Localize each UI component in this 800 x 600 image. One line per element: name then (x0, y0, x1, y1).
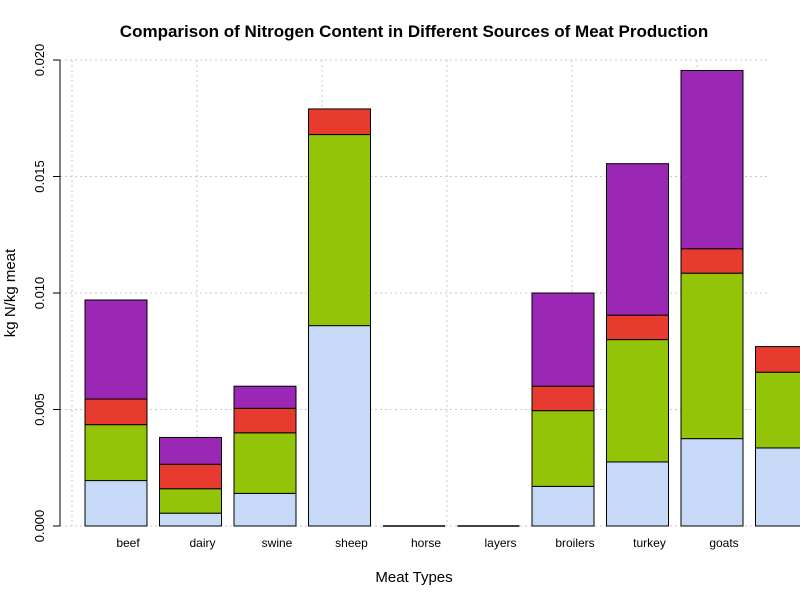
bar-swine-segment-1 (233, 492, 297, 527)
bar-turkey-segment-1 (606, 461, 669, 527)
bar-sheep-segment-3 (308, 108, 371, 136)
bar-goats-segment-4 (680, 69, 744, 250)
bar-goats-segment-3 (680, 248, 744, 274)
y-tick-label-3: 0.015 (32, 160, 47, 193)
bar-beef-segment-2 (84, 424, 148, 482)
y-tick-label-0: 0.000 (32, 510, 47, 543)
x-tick-label-0: beef (116, 536, 140, 550)
x-tick-label-5: layers (484, 536, 516, 550)
bar-broilers-segment-3 (531, 385, 595, 412)
y-tick-label-4: 0.020 (32, 44, 47, 77)
bar-swine-segment-4 (233, 385, 297, 409)
bar-unlabeled-segment-2 (755, 371, 800, 449)
y-axis-label: kg N/kg meat (2, 248, 19, 337)
bar-turkey-segment-4 (606, 163, 669, 316)
x-tick-label-6: broilers (555, 536, 594, 550)
bar-broilers-segment-1 (531, 485, 595, 527)
bar-unlabeled-segment-3 (755, 346, 800, 373)
bar-sheep-segment-1 (308, 325, 371, 527)
bar-beef-segment-1 (84, 480, 148, 527)
bar-beef-segment-4 (84, 299, 148, 400)
x-axis-label: Meat Types (375, 569, 452, 586)
bar-dairy-segment-1 (159, 512, 222, 527)
x-tick-label-8: goats (709, 536, 738, 550)
bar-unlabeled-segment-1 (755, 447, 800, 527)
bar-goats-segment-1 (680, 438, 744, 527)
y-tick-label-1: 0.005 (32, 393, 47, 426)
bar-broilers-segment-4 (531, 292, 595, 387)
bar-broilers-segment-2 (531, 410, 595, 487)
bar-beef-segment-3 (84, 398, 148, 426)
y-tick-label-2: 0.010 (32, 277, 47, 310)
x-tick-label-7: turkey (633, 536, 666, 550)
bar-dairy-segment-3 (159, 463, 222, 490)
bar-swine-segment-3 (233, 407, 297, 434)
bar-goats-segment-2 (680, 272, 744, 440)
bar-dairy-segment-2 (159, 488, 222, 514)
bar-turkey-segment-3 (606, 314, 669, 341)
axes-layer: beef dairy swine sheep horse layers broilers tu… (32, 44, 739, 550)
x-tick-label-2: swine (262, 536, 293, 550)
bars-layer (84, 69, 800, 527)
bar-sheep-segment-2 (308, 134, 371, 327)
chart-title: Comparison of Nitrogen Content in Differ… (120, 22, 708, 41)
x-tick-label-1: dairy (189, 536, 215, 550)
bar-turkey-segment-2 (606, 339, 669, 463)
x-tick-label-3: sheep (335, 536, 368, 550)
x-tick-label-4: horse (411, 536, 441, 550)
bar-dairy-segment-4 (159, 436, 222, 465)
bar-swine-segment-2 (233, 432, 297, 494)
